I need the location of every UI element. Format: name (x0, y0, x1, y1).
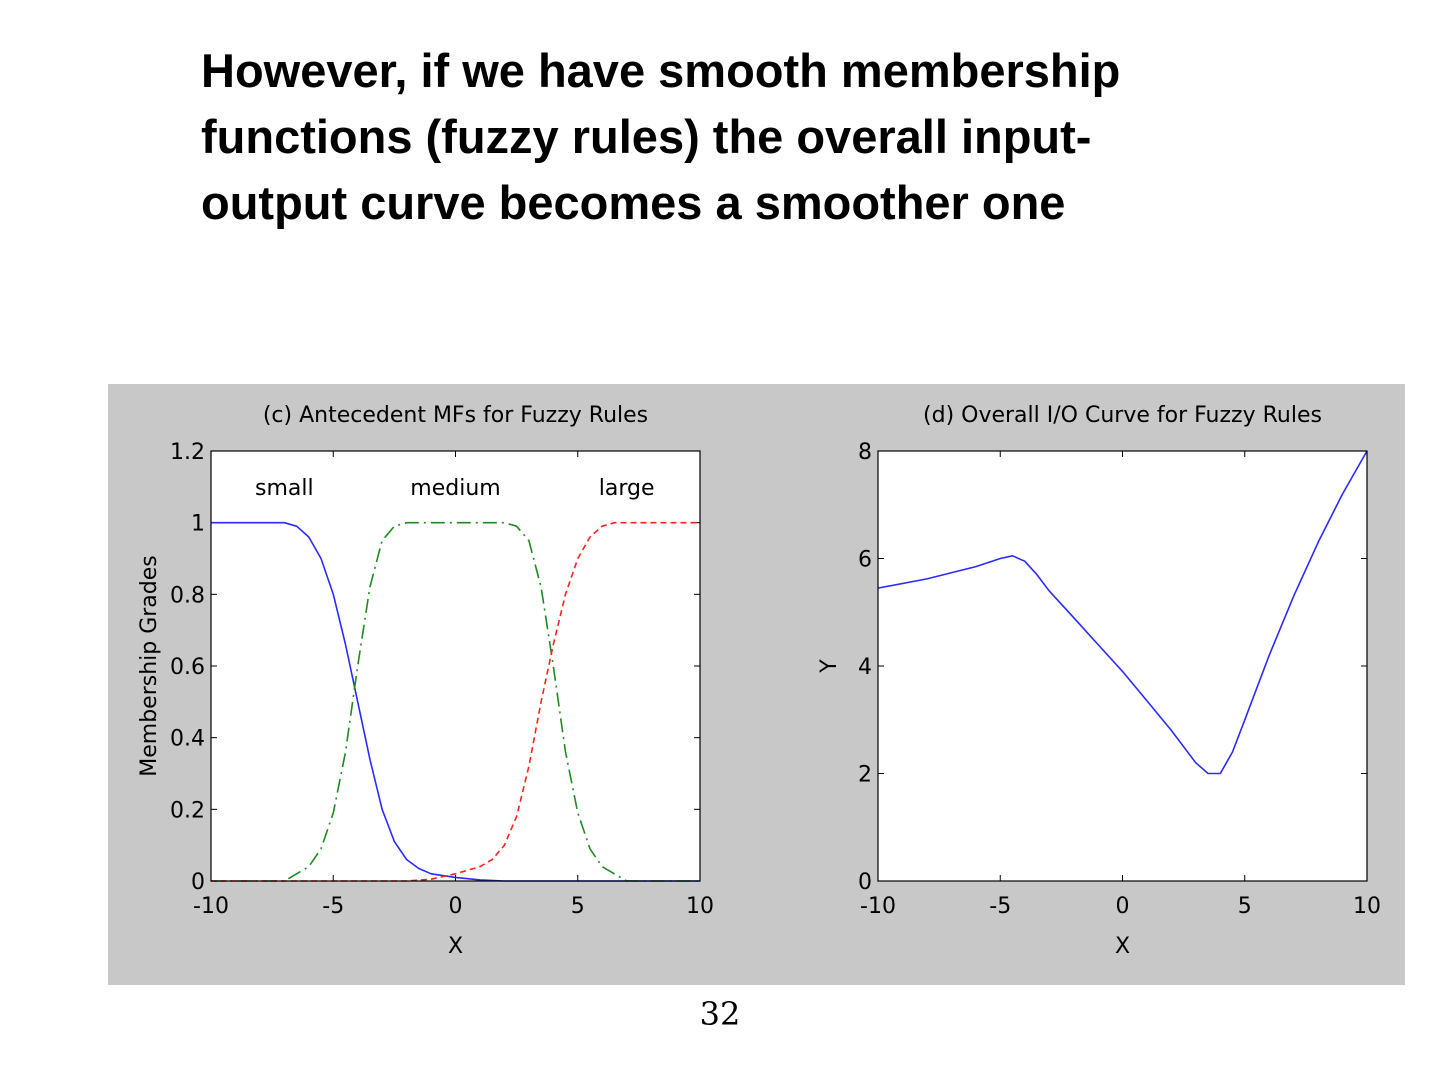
chart-2-xtick-label: 10 (1353, 894, 1381, 919)
chart-1-ytick-label: 0.2 (170, 798, 205, 823)
page-number: 32 (699, 995, 741, 1033)
chart-1-annotation-medium: medium (410, 476, 500, 501)
figure-panel: -10 -5 0 5 10 0 0.2 0.4 0.6 0.8 1 1.2 small medium lar… (108, 384, 1405, 985)
chart-1-ytick-label: 0.4 (170, 727, 205, 752)
chart-2-xlabel: X (1115, 934, 1130, 959)
chart-1-ytick-label: 0 (191, 870, 205, 895)
slide-title-line-3: output curve becomes a smoother one (201, 176, 1066, 229)
chart-1-xlabel: X (448, 934, 463, 959)
chart-2-ytick-label: 6 (858, 548, 872, 573)
chart-1-ytick-label: 1 (191, 512, 205, 537)
chart-1-series-3-line (211, 521, 700, 882)
chart-1-ytick-label: 0.6 (170, 655, 205, 680)
chart-2-series-1-line (877, 450, 1368, 775)
chart-1-title: (c) Antecedent MFs for Fuzzy Rules (263, 403, 648, 428)
chart-2-ytick-label: 0 (858, 870, 872, 895)
chart-2: -10 -5 0 5 10 0 2 4 6 8 (d) Overall I/O Curve for … (817, 403, 1381, 959)
slide-title-line-2: functions (fuzzy rules) the overall inpu… (201, 110, 1092, 163)
chart-2-ytick-label: 4 (858, 655, 872, 680)
chart-2-title: (d) Overall I/O Curve for Fuzzy Rules (923, 403, 1322, 428)
slide-title-line-1: However, if we have smooth membership (201, 44, 1121, 97)
chart-1-ylabel: Membership Grades (137, 555, 162, 777)
chart-2-xtick-label: -5 (989, 894, 1011, 919)
chart-1-annotation-small: small (255, 476, 314, 501)
chart-2-xtick-label: 5 (1238, 894, 1252, 919)
chart-1-series-1-line (211, 521, 700, 882)
chart-1-xtick-label: 10 (686, 894, 714, 919)
chart-1-xtick-label: 5 (571, 894, 585, 919)
chart-2-ylabel: Y (817, 659, 842, 674)
chart-2-xtick-label: 0 (1116, 894, 1130, 919)
chart-2-ytick-label: 2 (858, 763, 872, 788)
chart-1-xtick-label: -5 (322, 894, 344, 919)
chart-1-frame (210, 450, 701, 882)
chart-1-annotation-large: large (599, 476, 655, 501)
chart-1-ytick-label: 1.2 (170, 440, 205, 465)
figure-svg: -10 -5 0 5 10 0 0.2 0.4 0.6 0.8 1 1.2 small medium lar… (137, 403, 1381, 959)
slide-title: However, if we have smooth membership fu… (201, 38, 1381, 236)
chart-1-xtick-label: 0 (449, 894, 463, 919)
chart-1-plot-area (211, 451, 700, 881)
chart-1-xtick-label: -10 (193, 894, 229, 919)
chart-1: -10 -5 0 5 10 0 0.2 0.4 0.6 0.8 1 1.2 small medium lar… (137, 403, 714, 959)
chart-2-frame (877, 450, 1368, 882)
chart-2-ytick-label: 8 (858, 440, 872, 465)
chart-1-ytick-label: 0.8 (170, 583, 205, 608)
chart-2-plot-area (878, 451, 1367, 881)
chart-2-xtick-label: -10 (860, 894, 896, 919)
